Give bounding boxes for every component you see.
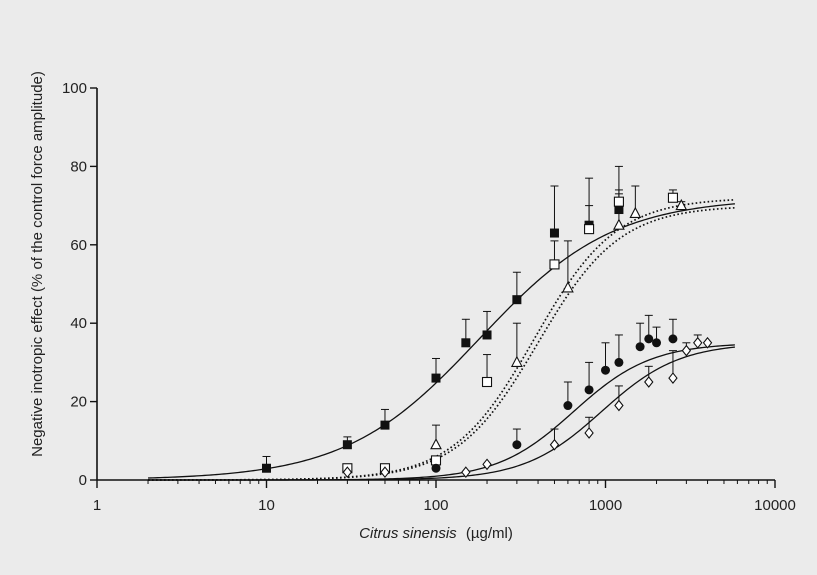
data-point-open-diamond <box>702 336 713 349</box>
data-point-filled-circle <box>563 401 573 411</box>
y-tick-label: 100 <box>62 80 87 97</box>
data-point-filled-circle <box>652 338 662 348</box>
x-tick-label: 10000 <box>754 497 796 514</box>
data-point-open-square <box>430 455 442 466</box>
x-axis-title-italic: Citrus sinensis <box>359 525 457 542</box>
data-point-open-diamond <box>668 372 678 384</box>
data-point-filled-square <box>342 440 352 450</box>
x-axis-title: Citrus sinensis (µg/ml) <box>359 525 513 542</box>
data-point-filled-square <box>380 420 390 430</box>
data-point-open-diamond <box>681 344 692 357</box>
data-point-filled-circle <box>614 357 624 367</box>
data-point-open-diamond <box>584 427 594 439</box>
x-axis-ticks: 1 10 100 1000 10000 <box>93 480 796 514</box>
y-axis-title: Negative inotropic effect (% of the cont… <box>29 71 46 457</box>
data-points <box>262 192 713 479</box>
data-point-filled-circle <box>668 334 678 344</box>
x-tick-label: 1 <box>93 497 101 514</box>
data-point-open-triangle <box>561 281 574 293</box>
data-point-filled-square <box>549 228 559 238</box>
y-tick-label: 20 <box>70 394 87 411</box>
data-point-open-diamond <box>461 466 471 479</box>
data-point-open-diamond <box>380 466 390 479</box>
y-tick-label: 0 <box>79 472 87 489</box>
data-point-open-square <box>584 224 595 235</box>
fit-curve-open-diamond <box>148 346 735 481</box>
fit-curve-open-square <box>148 198 735 481</box>
data-point-filled-square <box>614 205 624 215</box>
data-point-filled-circle <box>584 385 594 395</box>
y-axis-ticks: 0 20 40 60 80 100 <box>62 80 97 489</box>
y-tick-label: 40 <box>70 315 87 332</box>
data-point-open-diamond <box>644 376 654 388</box>
x-tick-label: 1000 <box>589 497 622 514</box>
x-tick-label: 100 <box>423 497 448 514</box>
fit-curve-filled-square <box>148 203 735 479</box>
data-point-filled-square <box>461 338 471 348</box>
data-point-filled-circle <box>635 342 645 352</box>
data-point-open-square <box>613 196 624 207</box>
data-point-filled-square <box>512 295 522 305</box>
data-point-open-triangle <box>510 355 523 367</box>
data-point-filled-square <box>431 373 441 383</box>
axes: 1 10 100 1000 10000 0 20 40 60 80 100 <box>62 80 796 514</box>
data-point-open-diamond <box>549 438 560 451</box>
data-point-filled-circle <box>431 463 441 473</box>
data-point-open-diamond <box>693 336 703 349</box>
data-point-open-square <box>549 259 560 270</box>
x-tick-label: 10 <box>258 497 275 514</box>
data-point-filled-square <box>482 330 492 340</box>
data-point-open-diamond <box>342 466 353 479</box>
data-point-filled-circle <box>512 440 522 450</box>
data-point-open-triangle <box>629 206 642 218</box>
y-tick-label: 60 <box>70 237 87 254</box>
data-point-open-triangle <box>430 438 442 450</box>
fitted-curves <box>148 198 735 481</box>
x-axis-title-unit: (µg/ml) <box>466 525 513 542</box>
data-point-open-triangle <box>675 198 688 211</box>
fit-curve-filled-circle <box>148 344 735 481</box>
data-point-open-triangle <box>613 218 625 230</box>
data-point-filled-square <box>262 463 271 473</box>
data-point-open-square <box>481 376 493 388</box>
data-point-open-square <box>667 192 679 203</box>
y-tick-label: 80 <box>70 158 87 175</box>
data-point-filled-circle <box>644 334 654 344</box>
data-point-open-diamond <box>614 399 624 412</box>
data-point-filled-circle <box>601 365 610 375</box>
fit-curve-open-triangle <box>148 206 735 481</box>
data-point-open-diamond <box>482 458 492 471</box>
